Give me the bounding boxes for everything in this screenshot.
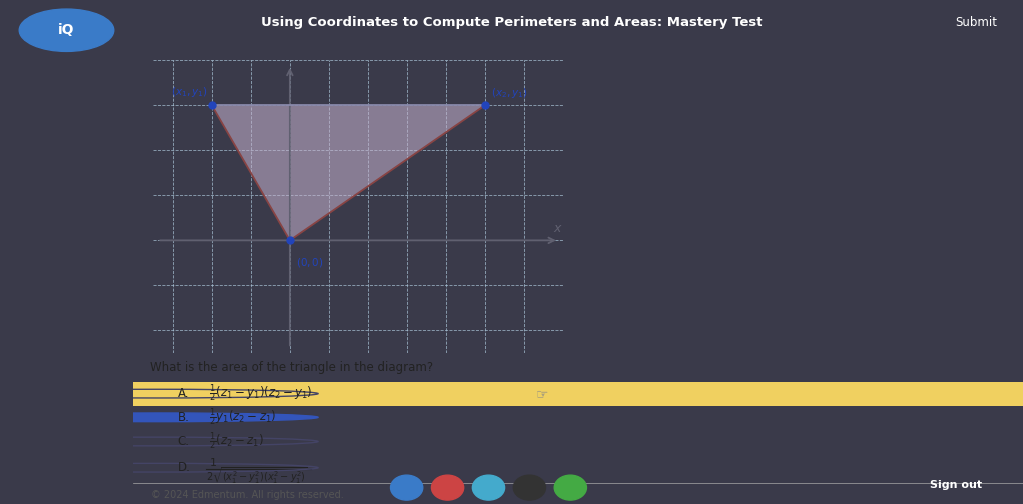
Circle shape	[432, 475, 463, 500]
Text: C.: C.	[178, 435, 189, 448]
Circle shape	[473, 475, 504, 500]
Circle shape	[391, 475, 422, 500]
Text: $(x_2, y_1)$: $(x_2, y_1)$	[491, 86, 527, 100]
Circle shape	[554, 475, 586, 500]
Text: © 2024 Edmentum. All rights reserved.: © 2024 Edmentum. All rights reserved.	[150, 490, 344, 500]
Text: $\frac{1}{2}(z_2 - z_1)$: $\frac{1}{2}(z_2 - z_1)$	[209, 430, 264, 453]
Text: $(0, 0)$: $(0, 0)$	[296, 256, 323, 269]
Circle shape	[514, 475, 545, 500]
Text: $1$: $1$	[209, 457, 217, 468]
Text: $\frac{1}{2}y_1(z_2 - z_1)$: $\frac{1}{2}y_1(z_2 - z_1)$	[209, 406, 276, 428]
Text: Using Coordinates to Compute Perimeters and Areas: Mastery Test: Using Coordinates to Compute Perimeters …	[261, 16, 762, 29]
Text: A.: A.	[178, 387, 189, 400]
Text: B.: B.	[178, 411, 189, 424]
Text: Submit: Submit	[955, 16, 997, 29]
Circle shape	[19, 9, 114, 51]
Polygon shape	[212, 105, 485, 240]
Text: $2\sqrt{(x_1^2-y_1^2)(x_1^2-y_1^2)}$: $2\sqrt{(x_1^2-y_1^2)(x_1^2-y_1^2)}$	[206, 465, 308, 485]
Text: What is the area of the triangle in the diagram?: What is the area of the triangle in the …	[150, 361, 434, 374]
Circle shape	[0, 413, 318, 422]
Text: D.: D.	[178, 461, 190, 474]
Text: iQ: iQ	[58, 23, 75, 37]
Text: $\frac{1}{2}(z_1 - y_1)(z_2 - y_1)$: $\frac{1}{2}(z_1 - y_1)(z_2 - y_1)$	[209, 383, 312, 405]
Text: ☞: ☞	[536, 388, 548, 402]
Text: $(x_1, y_1)$: $(x_1, y_1)$	[172, 85, 208, 99]
Text: x: x	[552, 222, 561, 235]
Text: Sign out: Sign out	[931, 480, 982, 490]
